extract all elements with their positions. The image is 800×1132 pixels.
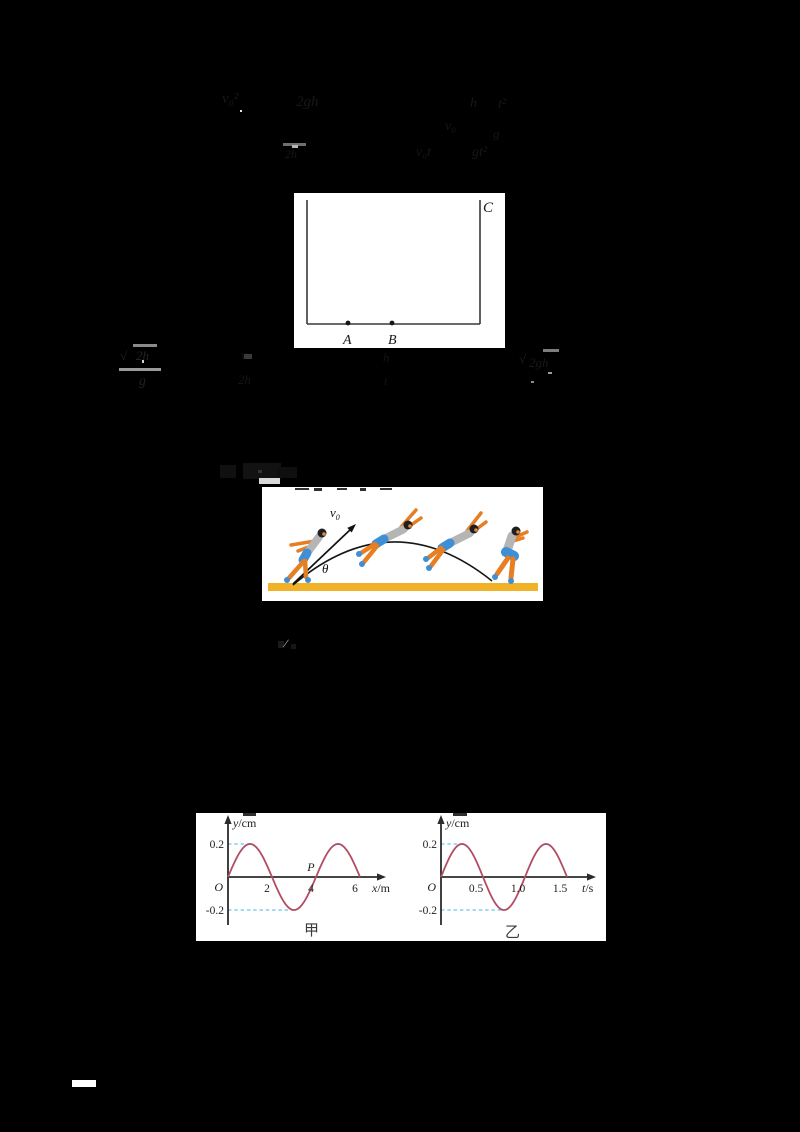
x-tick-label: 0.5	[469, 883, 484, 895]
box-figure-drawing: C A B	[306, 200, 494, 348]
faint-radical-bar	[543, 349, 559, 352]
faint-math-fragment: 2h	[136, 348, 149, 363]
faint-mark	[244, 354, 252, 359]
faint-math-fragment: g	[493, 126, 500, 141]
athlete-pose-landing	[492, 526, 529, 584]
bright-speck	[548, 372, 552, 374]
faint-math-fragment: v₀t	[416, 145, 431, 160]
x-axis-title: x/m	[371, 881, 391, 895]
bright-speck	[531, 381, 534, 383]
x-tick-label: 1.5	[553, 883, 568, 895]
faint-math-fragment: 2h	[238, 372, 251, 387]
box-figure: C A B	[294, 193, 505, 348]
athlete-pose-takeoff	[284, 528, 327, 583]
origin-label: O	[427, 880, 436, 894]
faint-math-fragment: g	[139, 374, 146, 389]
x-tick-label: 6	[352, 883, 358, 895]
wave-curve	[440, 843, 568, 911]
x-tick-label: 2	[264, 883, 270, 895]
velocity-arrowhead	[347, 524, 356, 533]
faint-math-fragment: h	[383, 350, 390, 365]
wave-curve	[227, 843, 361, 911]
cropped-white-sliver	[259, 478, 280, 484]
wave-graph-甲: 2 4 6 0.2 -0.2 Oy/cm x/m P 甲	[206, 815, 391, 939]
cropped-text-mark	[360, 488, 366, 491]
cropped-text-mark	[380, 488, 392, 490]
illegible-text-fragment	[220, 465, 236, 478]
origin-label: O	[214, 880, 223, 894]
point-p-label: P	[306, 860, 315, 874]
y-axis-arrow	[437, 815, 445, 824]
illegible-text-fragment	[243, 463, 281, 479]
graph-caption: 乙	[505, 925, 520, 941]
faint-radical-bar	[133, 344, 157, 347]
long-jump-drawing: v0 θ	[268, 488, 538, 591]
cropped-text-mark	[295, 488, 309, 490]
faint-math-fragment: t²	[498, 97, 507, 112]
label-c: C	[483, 200, 494, 216]
faint-math-fragment: 2gh	[529, 355, 549, 370]
x-axis-arrow	[377, 873, 386, 881]
bright-speck	[240, 110, 242, 112]
x-tick-label: 4	[308, 883, 314, 895]
faint-math-fragment: t	[384, 373, 388, 388]
point-a-dot	[345, 320, 351, 326]
y-axis-arrow	[224, 815, 232, 824]
cropped-text-mark	[453, 813, 467, 816]
faint-math-fragment: h	[470, 96, 477, 111]
y-axis-title: y/cm	[232, 816, 257, 830]
x-tick-label: 1.0	[511, 883, 526, 895]
x-axis-title: t/s	[582, 881, 594, 895]
y-tick-label: -0.2	[206, 905, 224, 917]
trajectory-arc	[292, 541, 493, 586]
faint-math-fragment: v₀²	[222, 91, 239, 107]
label-b: B	[388, 333, 397, 348]
wave-graph-乙: 0.5 1.0 1.5 0.2 -0.2 Oy/cm t/s 乙	[419, 815, 596, 941]
athlete-pose-flight-1	[356, 508, 423, 567]
theta-label: θ	[322, 561, 329, 576]
bright-glyph-fragment: ∕	[285, 638, 287, 650]
faint-math-fragment: gt²	[472, 145, 488, 160]
faint-fraction-bar	[119, 368, 161, 371]
faint-mark	[291, 644, 296, 649]
illegible-text-fragment	[277, 467, 297, 478]
faint-math-fragment: 2h	[285, 147, 297, 161]
faint-math-fragment: v	[241, 348, 247, 361]
y-axis-title: y/cm	[445, 816, 470, 830]
y-tick-label: 0.2	[210, 839, 225, 851]
cropped-text-mark	[243, 813, 256, 816]
faint-math-fragment: 2gh	[296, 94, 319, 110]
point-b-dot	[389, 320, 395, 326]
faint-radical-sign: √	[120, 348, 128, 363]
bright-speck	[292, 145, 298, 148]
faint-radical-sign: √	[519, 351, 527, 366]
graph-caption: 甲	[304, 923, 319, 939]
bottom-page-mark	[72, 1080, 96, 1087]
x-axis-arrow	[587, 873, 596, 881]
faint-math-fragment: v₀	[445, 119, 457, 134]
long-jump-figure: v0 θ	[262, 487, 543, 601]
label-a: A	[342, 333, 352, 348]
faint-mark	[278, 641, 284, 648]
bright-speck	[142, 360, 144, 363]
velocity-arrow	[292, 527, 353, 585]
cropped-text-mark	[337, 488, 347, 490]
v0-label: v0	[330, 505, 340, 522]
faint-mark	[258, 470, 262, 473]
y-tick-label: -0.2	[419, 905, 437, 917]
athlete-pose-flight-2	[423, 511, 488, 571]
faint-fraction-bar	[283, 143, 306, 146]
cropped-text-mark	[314, 488, 322, 491]
y-tick-label: 0.2	[423, 839, 438, 851]
ground-bar	[268, 583, 538, 591]
